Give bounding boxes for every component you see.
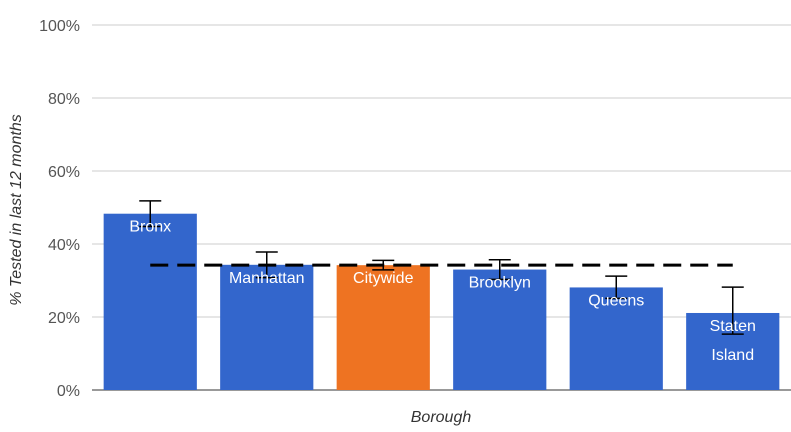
bar-label: Island: [711, 347, 754, 364]
y-tick-label: 20%: [48, 310, 80, 327]
error-bar: [605, 275, 628, 300]
bar-citywide: [336, 265, 430, 390]
y-axis-title: % Tested in last 12 months: [8, 114, 25, 306]
bars: [103, 213, 780, 390]
error-bar: [488, 258, 511, 281]
error-bar: [721, 286, 744, 335]
bar-labels: Bronx Manhattan Citywide Brooklyn Queens Stat…: [129, 219, 756, 364]
y-tick-label: 60%: [48, 164, 80, 181]
bar-bronx: [103, 213, 197, 390]
bar-manhattan: [220, 264, 314, 390]
x-axis-title: Borough: [411, 409, 472, 426]
bar-label: Brooklyn: [469, 275, 531, 292]
gridlines: [92, 24, 791, 391]
y-tick-label: 100%: [39, 18, 80, 35]
bar-label: Manhattan: [229, 270, 305, 287]
bar-label: Citywide: [353, 270, 414, 287]
bar-label: Staten: [710, 318, 756, 335]
error-bar: [372, 259, 395, 271]
error-bar: [139, 200, 162, 228]
error-bars: [139, 200, 744, 335]
y-tick-labels: 0% 20% 40% 60% 80% 100%: [39, 18, 80, 400]
bar-label: Bronx: [129, 219, 171, 236]
bar-brooklyn: [453, 269, 547, 390]
bar-queens: [569, 287, 663, 390]
bar-label: Queens: [588, 292, 644, 309]
y-tick-label: 0%: [57, 383, 80, 400]
y-tick-label: 40%: [48, 237, 80, 254]
error-bar: [255, 251, 278, 279]
y-tick-label: 80%: [48, 91, 80, 108]
